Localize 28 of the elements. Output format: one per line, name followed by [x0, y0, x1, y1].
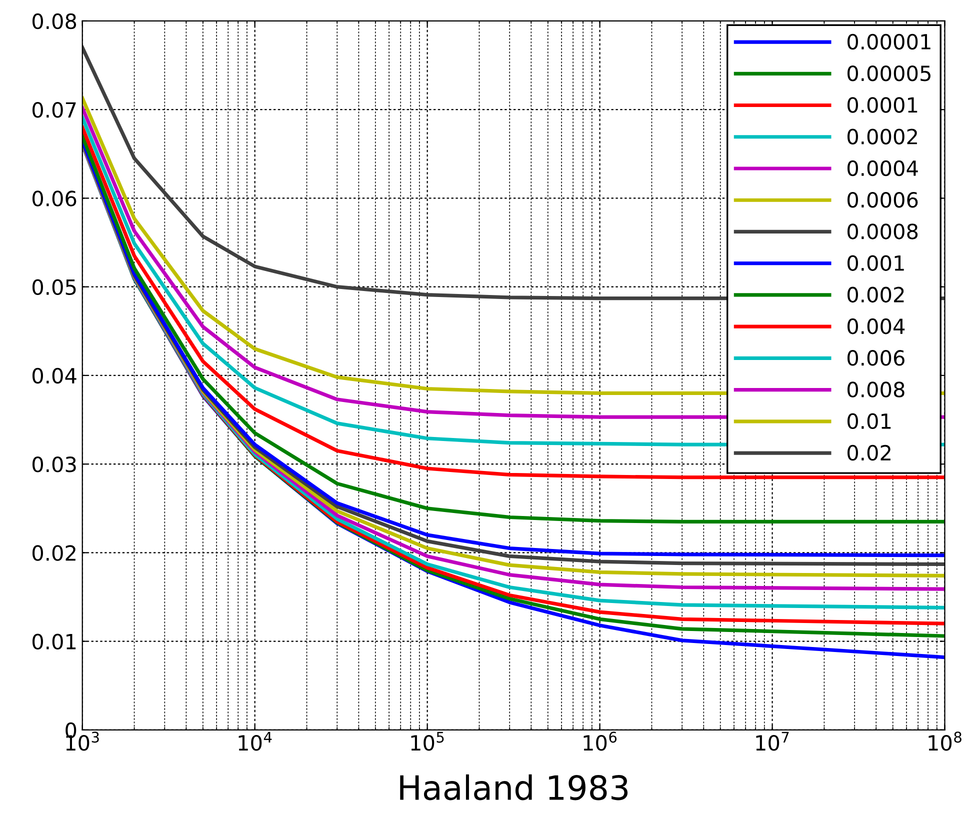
legend-label: 0.001 — [847, 255, 904, 271]
legend-label: 0.002 — [847, 286, 904, 303]
legend-label: 0.02 — [847, 444, 890, 461]
legend-label: 0.0001 — [847, 97, 918, 113]
x-tick-label: 10$^{5}$ — [411, 732, 444, 751]
legend-label: 0.008 — [847, 382, 904, 398]
x-axis-title: Haaland 1983 — [400, 774, 628, 800]
x-tick-label: 10$^{7}$ — [756, 732, 789, 751]
y-tick-label: 0.02 — [32, 545, 76, 561]
y-tick-label: 0.05 — [32, 279, 76, 296]
x-tick-label: 10$^{4}$ — [238, 732, 272, 751]
x-tick-label: 10$^{6}$ — [584, 732, 617, 751]
x-tick-label: 10$^{8}$ — [928, 732, 962, 751]
y-tick-label: 0.06 — [32, 190, 76, 206]
y-tick-label: 0.03 — [32, 456, 76, 472]
legend-label: 0.0006 — [847, 192, 918, 208]
legend-label: 0.00001 — [847, 34, 930, 50]
y-tick-label: 0.08 — [32, 13, 76, 30]
legend-label: 0.004 — [847, 318, 905, 334]
legend-label: 0.0004 — [847, 160, 918, 176]
legend-label: 0.0008 — [847, 224, 918, 240]
legend-label: 0.00005 — [847, 65, 930, 82]
legend-label: 0.006 — [847, 350, 904, 366]
y-tick-label: 0.04 — [32, 368, 76, 384]
y-tick-label: 0.07 — [32, 102, 76, 118]
legend-label: 0.0002 — [847, 128, 917, 144]
legend-label: 0.01 — [847, 413, 891, 430]
y-tick-label: 0.01 — [32, 634, 76, 650]
